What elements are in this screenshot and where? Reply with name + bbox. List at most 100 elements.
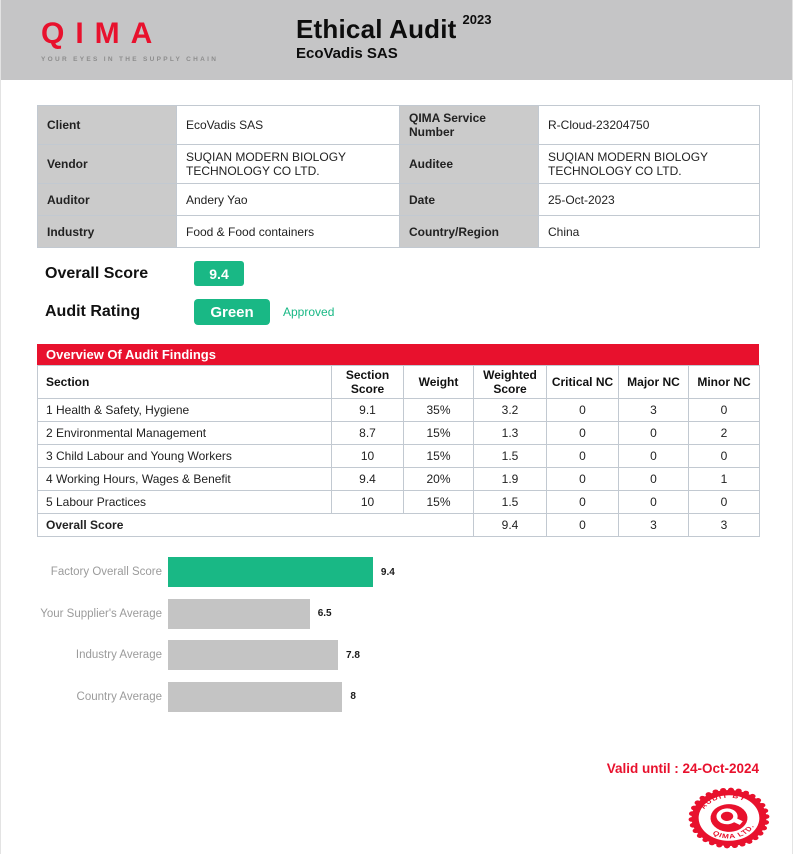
- findings-value-cell: 3: [618, 398, 689, 422]
- findings-row: 4 Working Hours, Wages & Benefit 9.4 20% 1.…: [37, 467, 760, 491]
- findings-value-cell: 0: [546, 421, 619, 445]
- findings-value-cell: 0: [618, 421, 689, 445]
- findings-value-cell: 0: [546, 398, 619, 422]
- report-header: QIMA YOUR EYES IN THE SUPPLY CHAIN Ethic…: [1, 0, 792, 80]
- chart-bar: [168, 640, 338, 670]
- info-table-row: Client EcoVadis SAS QIMA Service Number R-C…: [37, 105, 760, 145]
- audit-stamp: AUDIT BY QIMA LTD.: [688, 787, 770, 849]
- info-value-cell: Food & Food containers: [176, 215, 400, 248]
- findings-value-cell: 20%: [403, 467, 474, 491]
- findings-section-cell: 5 Labour Practices: [37, 490, 332, 514]
- info-table-body: Client EcoVadis SAS QIMA Service Number R-C…: [37, 105, 760, 248]
- findings-column-header: Minor NC: [688, 365, 760, 399]
- findings-section-cell: 3 Child Labour and Young Workers: [37, 444, 332, 468]
- chart-category-label: Country Average: [76, 690, 162, 703]
- findings-column-header: Section Score: [331, 365, 404, 399]
- info-label-cell: Vendor: [37, 144, 177, 184]
- info-label-cell: Auditee: [399, 144, 539, 184]
- info-label-cell: Auditor: [37, 183, 177, 216]
- info-label-cell: Date: [399, 183, 539, 216]
- q-magnifier-handle-icon: [733, 818, 743, 825]
- chart-bar: [168, 557, 373, 587]
- overall-score-row: Overall Score 9.4: [45, 261, 244, 286]
- findings-value-cell: 9.4: [331, 467, 404, 491]
- audit-rating-label: Audit Rating: [45, 303, 141, 320]
- findings-table-body: 1 Health & Safety, Hygiene 9.1 35% 3.2 0 3 0 2 …: [37, 398, 760, 537]
- findings-value-cell: 10: [331, 444, 404, 468]
- chart-value-label: 6.5: [317, 608, 332, 619]
- findings-value-cell: 2: [688, 421, 760, 445]
- info-value-cell: 25-Oct-2023: [538, 183, 760, 216]
- findings-value-cell: 0: [546, 490, 619, 514]
- report-title-text: Ethical Audit: [296, 14, 457, 44]
- findings-total-value: 9.4: [473, 513, 547, 537]
- info-label-cell: Country/Region: [399, 215, 539, 248]
- chart-value-label: 7.8: [346, 649, 360, 661]
- info-label-cell: Industry: [37, 215, 177, 248]
- info-value-cell: EcoVadis SAS: [176, 105, 400, 145]
- findings-section-cell: 1 Health & Safety, Hygiene: [37, 398, 332, 422]
- report-year: 2023: [462, 12, 492, 27]
- findings-value-cell: 15%: [403, 421, 474, 445]
- info-label-cell: QIMA Service Number: [399, 105, 539, 145]
- findings-value-cell: 0: [688, 490, 760, 514]
- findings-row: 3 Child Labour and Young Workers 10 15% 1.5…: [37, 444, 760, 468]
- chart-row: Industry Average 7.8: [1, 640, 471, 670]
- findings-value-cell: 0: [618, 444, 689, 468]
- benchmark-bar-chart: Factory Overall Score 9.4 Your Supplier's …: [1, 557, 471, 723]
- chart-row: Country Average 8: [1, 681, 471, 712]
- findings-value-cell: 1.3: [473, 421, 547, 445]
- report-title: Ethical Audit 2023: [296, 12, 492, 44]
- findings-header-row: Section Section Score Weight Weighted Score…: [37, 365, 760, 399]
- info-value-cell: SUQIAN MODERN BIOLOGY TECHNOLOGY CO LTD.: [538, 144, 760, 184]
- qima-logo: QIMA YOUR EYES IN THE SUPPLY CHAIN: [41, 17, 218, 64]
- findings-row: 1 Health & Safety, Hygiene 9.1 35% 3.2 0 3 0: [37, 398, 760, 422]
- chart-category-label: Factory Overall Score: [50, 566, 162, 578]
- findings-section-cell: 4 Working Hours, Wages & Benefit: [37, 467, 332, 491]
- info-table-row: Industry Food & Food containers Country/Re…: [37, 215, 760, 248]
- overall-score-label: Overall Score: [45, 264, 149, 282]
- findings-value-cell: 0: [618, 467, 689, 491]
- info-value-cell: SUQIAN MODERN BIOLOGY TECHNOLOGY CO LTD.: [176, 144, 400, 184]
- findings-value-cell: 35%: [403, 398, 474, 422]
- info-table: Client EcoVadis SAS QIMA Service Number R-C…: [37, 105, 760, 248]
- findings-row: 2 Environmental Management 8.7 15% 1.3 0 0 2: [37, 421, 760, 445]
- findings-value-cell: 1.5: [473, 444, 547, 468]
- chart-category-label: Industry Average: [75, 649, 162, 661]
- findings-row: 5 Labour Practices 10 15% 1.5 0 0 0: [37, 490, 760, 514]
- qima-logo-text: QIMA: [41, 17, 164, 50]
- chart-value-label: 9.4: [380, 566, 395, 578]
- findings-total-value: 0: [546, 513, 619, 537]
- info-value-cell: R-Cloud-23204750: [538, 105, 760, 145]
- findings-value-cell: 1.5: [473, 490, 547, 514]
- findings-value-cell: 0: [618, 490, 689, 514]
- chart-row: Factory Overall Score 9.4: [1, 557, 471, 587]
- info-value-cell: Andery Yao: [176, 183, 400, 216]
- findings-total-value: 3: [688, 513, 760, 537]
- info-table-row: Auditor Andery Yao Date 25-Oct-2023: [37, 183, 760, 216]
- findings-value-cell: 0: [688, 444, 760, 468]
- findings-column-header: Weight: [403, 365, 474, 399]
- q-magnifier-icon: [716, 808, 738, 825]
- findings-section: Overview Of Audit Findings Section Sectio…: [37, 344, 760, 537]
- chart-bar: [168, 681, 343, 712]
- findings-value-cell: 15%: [403, 444, 474, 468]
- findings-value-cell: 3.2: [473, 398, 547, 422]
- findings-value-cell: 8.7: [331, 421, 404, 445]
- findings-value-cell: 0: [688, 398, 760, 422]
- chart-category-label: Your Supplier's Average: [40, 607, 162, 620]
- findings-total-label: Overall Score: [37, 513, 474, 537]
- findings-value-cell: 1.9: [473, 467, 547, 491]
- findings-total-value: 3: [618, 513, 689, 537]
- findings-table: Section Section Score Weight Weighted Score…: [37, 365, 760, 537]
- findings-value-cell: 0: [546, 444, 619, 468]
- rating-status-text: Approved: [283, 305, 335, 319]
- findings-value-cell: 0: [546, 467, 619, 491]
- report-subtitle: EcoVadis SAS: [296, 44, 398, 62]
- findings-column-header: Weighted Score: [473, 365, 547, 399]
- chart-row: Your Supplier's Average 6.5: [1, 598, 471, 629]
- overall-score-badge: 9.4: [194, 261, 244, 286]
- info-value-cell: China: [538, 215, 760, 248]
- findings-value-cell: 1: [688, 467, 760, 491]
- findings-section-cell: 2 Environmental Management: [37, 421, 332, 445]
